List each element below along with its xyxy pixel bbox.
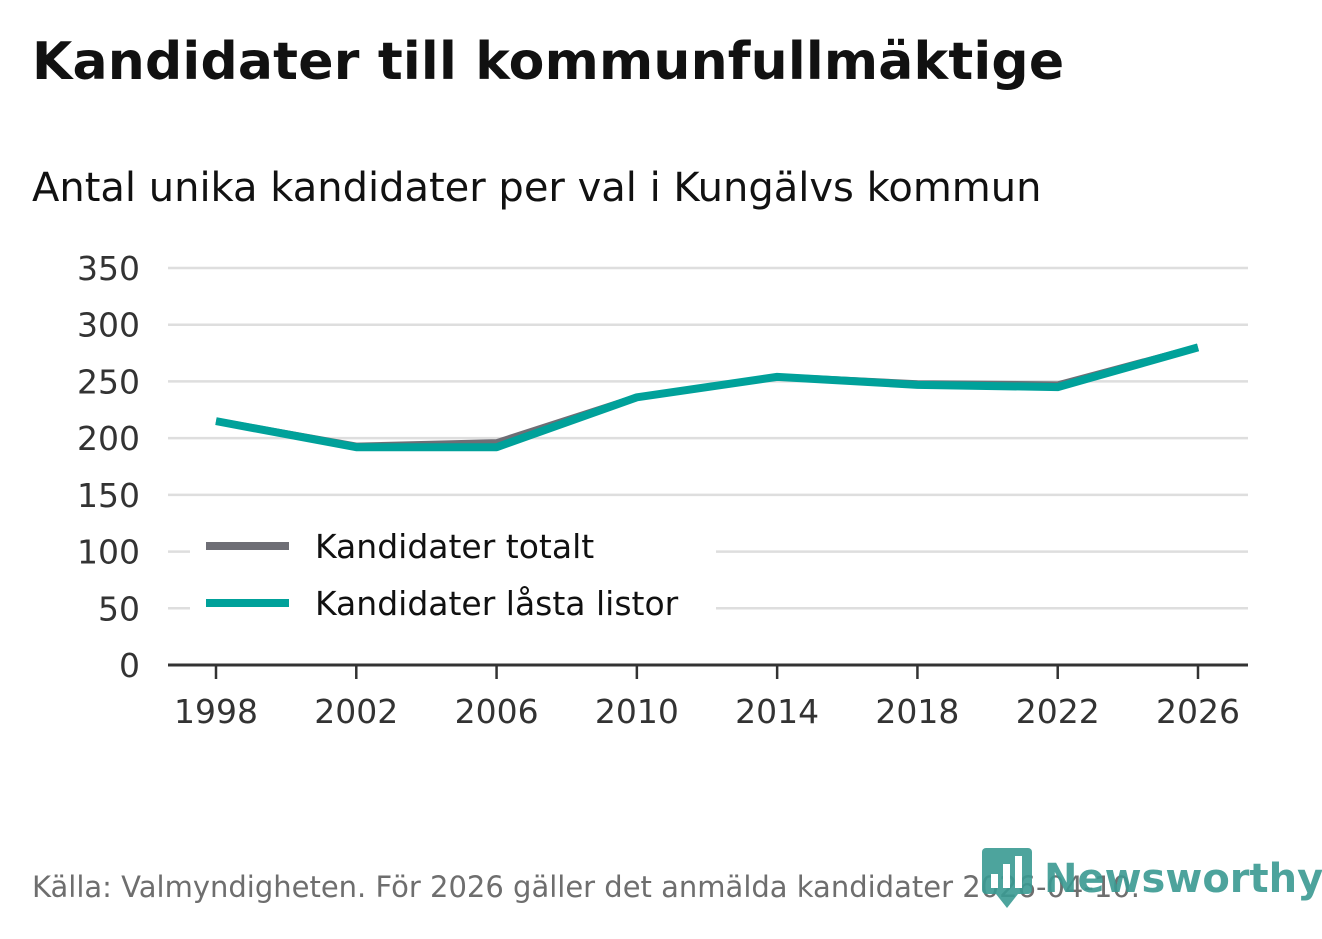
series-line-lasta-listor	[215, 343, 1200, 452]
chart-subtitle: Antal unika kandidater per val i Kungälv…	[32, 165, 1042, 211]
y-tick-label-250: 250	[77, 362, 140, 401]
chart-title: Kandidater till kommunfullmäktige	[32, 32, 1065, 92]
source-note: Källa: Valmyndigheten. För 2026 gäller d…	[32, 870, 1140, 904]
y-tick-label-0: 0	[119, 646, 140, 685]
x-tick-label-2014: 2014	[735, 692, 819, 731]
y-tick-label-50: 50	[98, 589, 140, 628]
legend-label-lasta-listor: Kandidater låsta listor	[315, 584, 679, 623]
legend: Kandidater totalt Kandidater låsta listor	[190, 520, 716, 636]
legend-background	[190, 520, 716, 636]
y-tick-label-300: 300	[77, 306, 140, 345]
x-tick-label-2002: 2002	[314, 692, 398, 731]
x-tick-label-2018: 2018	[875, 692, 959, 731]
x-tick-label-1998: 1998	[174, 692, 258, 731]
newsworthy-logo: Newsworthy	[982, 848, 1322, 910]
x-tick-label-2010: 2010	[595, 692, 679, 731]
series-line-totalt	[215, 344, 1199, 450]
y-tick-label-150: 150	[77, 476, 140, 515]
x-tick-label-2022: 2022	[1016, 692, 1100, 731]
legend-label-totalt: Kandidater totalt	[315, 527, 594, 566]
x-tick-label-2026: 2026	[1156, 692, 1240, 731]
series-lines	[215, 343, 1200, 452]
newsworthy-logo-text: Newsworthy	[1044, 856, 1322, 902]
x-axis-ticks: 1998 2002 2006 2010 2014 2018 2022 2026	[174, 665, 1240, 731]
y-tick-label-350: 350	[77, 249, 140, 288]
y-axis-ticks: 0 50 100 150 200 250 300 350	[77, 249, 140, 685]
x-tick-label-2006: 2006	[455, 692, 539, 731]
newsworthy-logo-icon	[982, 848, 1032, 908]
y-tick-label-100: 100	[77, 533, 140, 572]
y-tick-label-200: 200	[77, 419, 140, 458]
